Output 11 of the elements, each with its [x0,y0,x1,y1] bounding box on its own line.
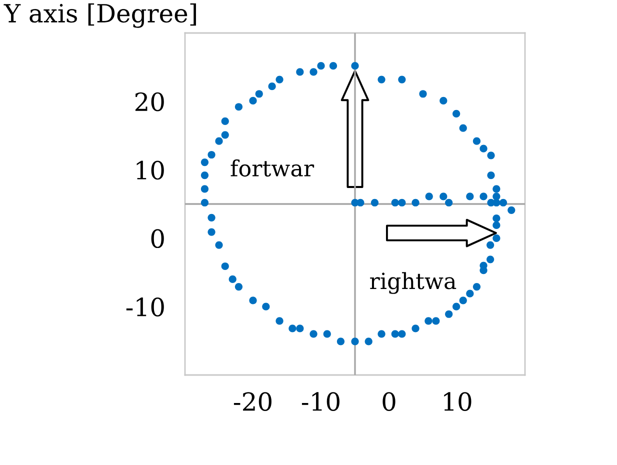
y-tick-label: 10 [136,160,164,180]
x-tick-label: -10 [302,392,340,412]
x-tick-label: 10 [444,392,472,412]
annotation: fortwar [230,159,314,177]
y-tick-label: 20 [135,92,164,112]
y-axis-title: Y axis [Degree] [4,3,196,28]
x-tick-label: 0 [382,392,396,412]
y-tick-label: -10 [126,298,164,316]
annotation: rightwa [370,272,456,294]
y-tick-label: 0 [151,229,164,248]
x-tick-label: -20 [234,392,272,412]
